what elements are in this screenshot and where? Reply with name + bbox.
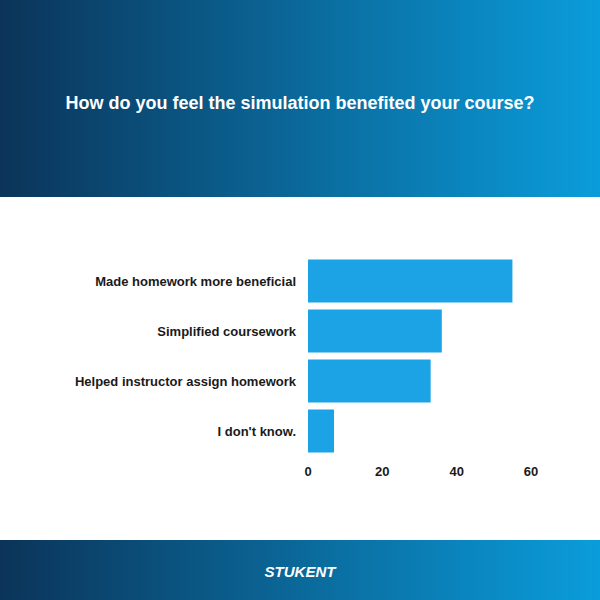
svg-text:20: 20 xyxy=(375,464,389,479)
svg-text:STUKENT: STUKENT xyxy=(265,563,338,580)
svg-text:Made homework more beneficial: Made homework more beneficial xyxy=(95,274,296,289)
svg-text:I don't know.: I don't know. xyxy=(218,424,296,439)
svg-text:Simplified coursework: Simplified coursework xyxy=(157,324,296,339)
svg-text:Helped instructor assign homew: Helped instructor assign homework xyxy=(75,374,297,389)
svg-text:60: 60 xyxy=(524,464,538,479)
svg-text:0: 0 xyxy=(304,464,311,479)
svg-text:How do you feel the simulation: How do you feel the simulation benefited… xyxy=(65,93,534,113)
svg-text:40: 40 xyxy=(449,464,463,479)
